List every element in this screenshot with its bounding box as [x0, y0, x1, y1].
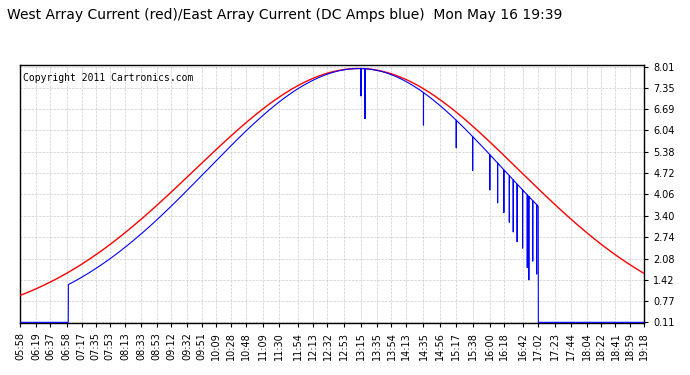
Text: Copyright 2011 Cartronics.com: Copyright 2011 Cartronics.com: [23, 73, 193, 82]
Text: West Array Current (red)/East Array Current (DC Amps blue)  Mon May 16 19:39: West Array Current (red)/East Array Curr…: [7, 8, 562, 21]
